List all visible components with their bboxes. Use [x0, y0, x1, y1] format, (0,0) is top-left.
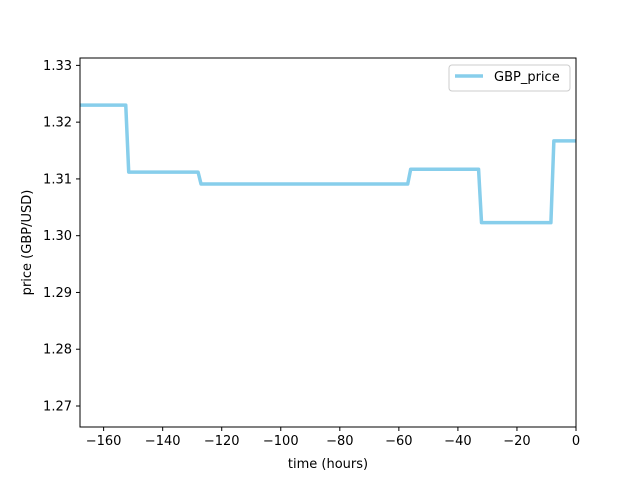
y-tick-label: 1.28	[43, 343, 72, 358]
legend-box	[448, 64, 571, 92]
legend-label-gbp-price: GBP_price	[494, 70, 560, 85]
y-tick-label: 1.33	[43, 59, 72, 74]
x-tick-label: −80	[326, 434, 353, 449]
x-tick-label: −40	[444, 434, 471, 449]
x-tick-label: −120	[204, 434, 240, 449]
y-axis-label: price (GBP/USD)	[20, 190, 35, 296]
plot-area-frame	[79, 57, 577, 428]
x-tick-label: −60	[385, 434, 412, 449]
y-tick-label: 1.29	[43, 286, 72, 301]
x-axis-label: time (hours)	[288, 457, 368, 472]
x-tick-label: −140	[145, 434, 181, 449]
x-tick-label: −100	[263, 434, 299, 449]
y-tick-label: 1.32	[43, 116, 72, 131]
y-tick-label: 1.31	[43, 172, 72, 187]
x-axis: −160 −140 −120 −100 −80 −60 −40 −20 0	[86, 427, 580, 449]
x-tick-label: 0	[572, 434, 580, 449]
legend: GBP_price	[448, 64, 571, 92]
y-axis: 1.27 1.28 1.29 1.30 1.31 1.32 1.33	[43, 59, 80, 414]
y-tick-label: 1.27	[43, 399, 72, 414]
x-tick-label: −160	[86, 434, 122, 449]
y-tick-label: 1.30	[43, 229, 72, 244]
x-tick-label: −20	[503, 434, 530, 449]
series-line-gbp-price	[80, 103, 576, 225]
